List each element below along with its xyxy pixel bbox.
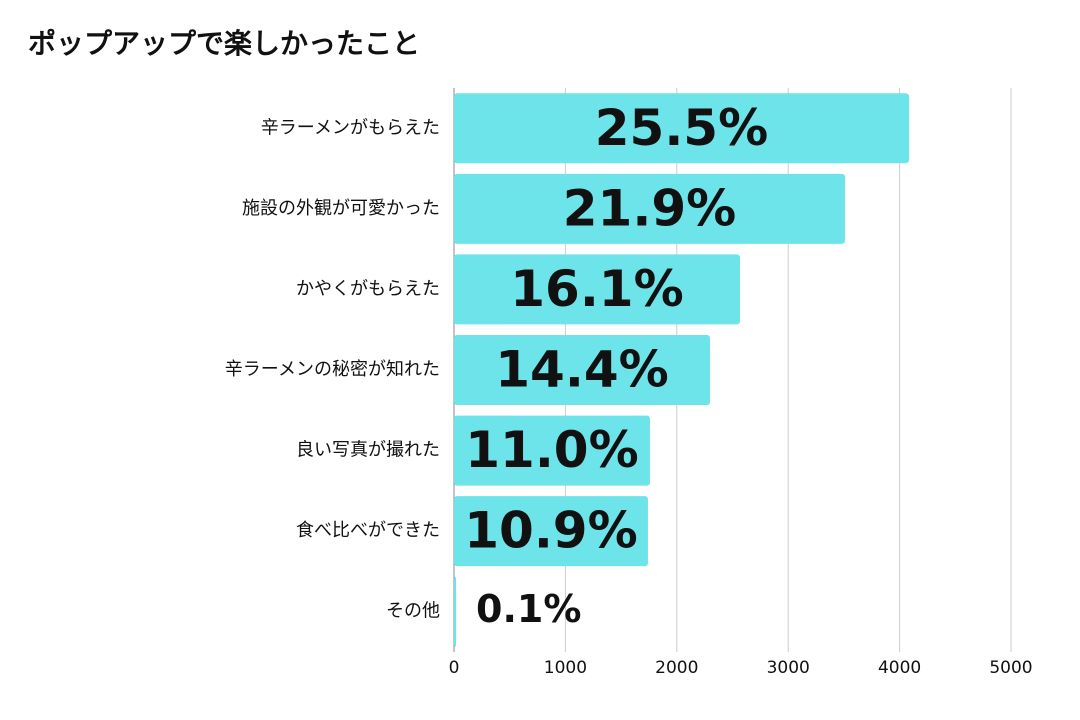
x-tick-label: 3000 <box>767 658 810 678</box>
y-tick-label: 辛ラーメンの秘密が知れた <box>225 359 440 380</box>
data-label: 16.1% <box>510 260 683 318</box>
y-tick-label: 施設の外観が可愛かった <box>242 198 440 219</box>
x-tick-label: 4000 <box>878 658 921 678</box>
y-tick-label: 食べ比べができた <box>296 520 440 541</box>
chart-title: ポップアップで楽しかったこと <box>28 27 420 60</box>
bar <box>454 93 909 164</box>
y-tick-label: 辛ラーメンがもらえた <box>261 117 440 138</box>
data-label: 11.0% <box>465 421 638 479</box>
data-label: 25.5% <box>595 99 768 157</box>
x-tick-label: 0 <box>449 658 460 678</box>
y-tick-label: その他 <box>386 601 440 622</box>
x-tick-label: 2000 <box>655 658 698 678</box>
bar <box>454 576 457 647</box>
bar <box>454 415 650 486</box>
y-tick-label: 良い写真が撮れた <box>296 440 440 461</box>
data-label: 14.4% <box>495 341 668 399</box>
bar <box>454 496 648 567</box>
bar <box>454 254 740 325</box>
y-tick-label: かやくがもらえた <box>296 278 440 299</box>
data-label: 21.9% <box>563 179 736 237</box>
bar <box>454 173 846 244</box>
data-label: 10.9% <box>464 502 637 560</box>
bar <box>454 335 710 405</box>
data-label: 0.1% <box>476 587 581 631</box>
x-tick-label: 1000 <box>544 658 587 678</box>
x-tick-label: 5000 <box>989 658 1032 678</box>
